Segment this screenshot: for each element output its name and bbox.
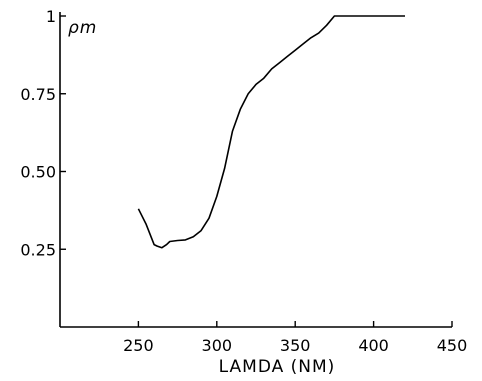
y-tick-label: 0.25 <box>20 240 56 259</box>
y-tick-label: 0.50 <box>20 163 56 182</box>
y-axis-title: ρm <box>68 18 97 38</box>
y-tick-label: 1 <box>46 7 56 26</box>
series-line <box>137 15 405 249</box>
x-tick-label: 450 <box>437 336 468 355</box>
axes <box>59 12 452 328</box>
x-tick-label: 300 <box>202 336 233 355</box>
ticks: 250 300 350 400 450 0.25 0.50 0.75 1 <box>20 7 467 355</box>
x-axis-title: LAMDA (NM) <box>219 357 336 377</box>
series <box>137 15 405 249</box>
x-tick-label: 350 <box>280 336 311 355</box>
x-tick-label: 250 <box>123 336 154 355</box>
y-tick-label: 0.75 <box>20 85 56 104</box>
x-tick-label: 400 <box>358 336 389 355</box>
